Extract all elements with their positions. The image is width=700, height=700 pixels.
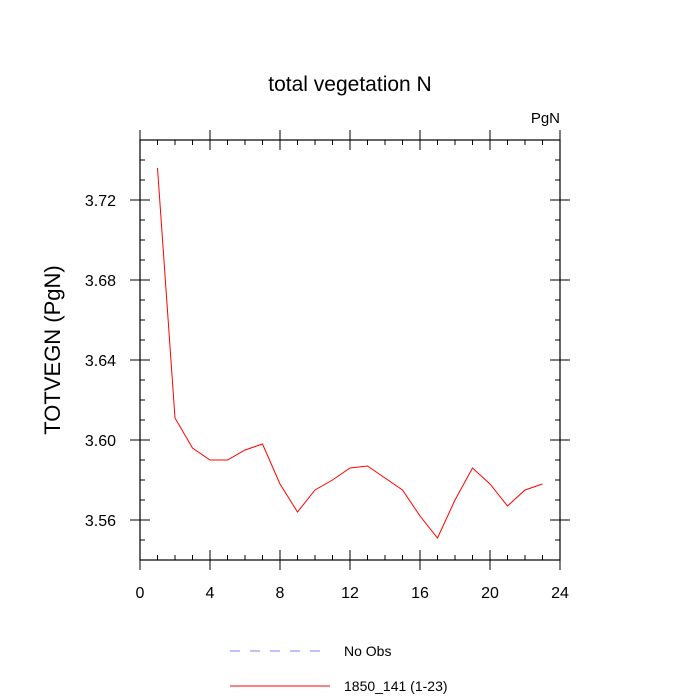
x-tick-label: 24 [551,585,569,602]
y-tick-label: 3.72 [85,193,116,210]
series-layer [157,167,543,539]
x-tick-label: 0 [136,585,145,602]
chart-title: total vegetation N [268,73,431,96]
legend-label: 1850_141 (1-23) [344,678,448,694]
x-tick-label: 4 [206,585,215,602]
legend-label: No Obs [344,643,391,659]
x-tick-label: 20 [481,585,499,602]
axis-tick-labels: 0 4 8 12 16 20 24 3.56 3.60 3.64 3.68 3.72 [85,193,569,602]
plot-frame [139,139,561,561]
series-line [157,167,543,539]
y-tick-label: 3.56 [85,513,116,530]
y-tick-label: 3.64 [85,353,116,370]
y-tick-label: 3.68 [85,273,116,290]
units-label: PgN [531,110,560,127]
x-tick-label: 8 [276,585,285,602]
x-tick-label: 12 [341,585,359,602]
y-axis-label: TOTVEGN (PgN) [40,265,65,435]
y-tick-label: 3.60 [85,433,116,450]
legend: No Obs 1850_141 (1-23) [230,643,448,694]
axis-ticks [130,130,570,570]
x-tick-label: 16 [411,585,429,602]
